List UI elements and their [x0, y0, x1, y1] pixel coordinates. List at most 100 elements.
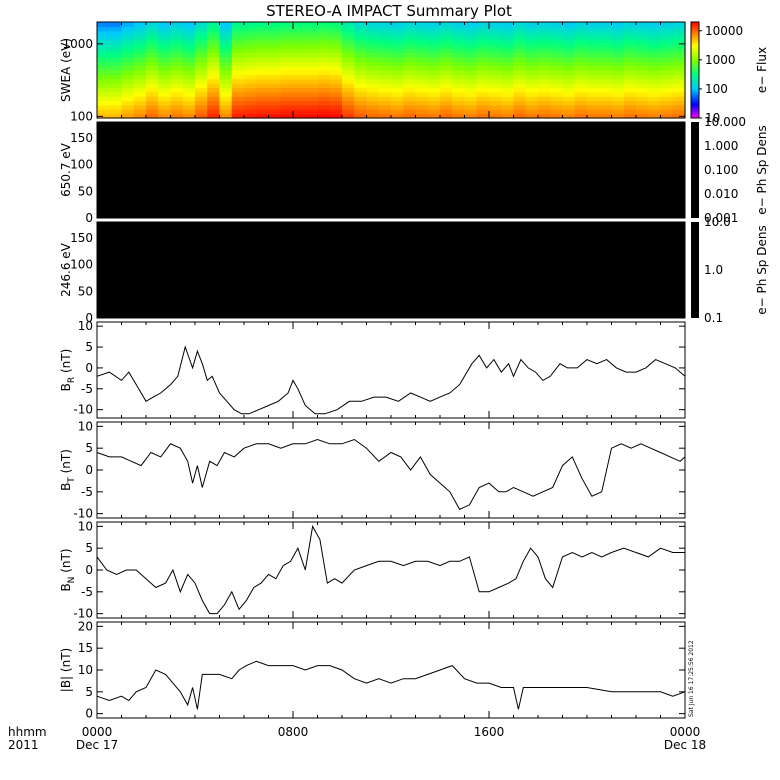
spectrogram-cell [391, 52, 404, 58]
spectrogram-cell [513, 78, 527, 84]
spectrogram-cell [403, 113, 417, 119]
spectrogram-cell [464, 96, 478, 102]
spectrogram-cell [329, 26, 343, 32]
timestamp: Sat Jun 16 17:25:56 2012 [688, 640, 695, 717]
y-tick-label: 150 [70, 131, 93, 145]
spectrogram-cell [440, 56, 453, 62]
spectrogram-cell [305, 43, 319, 49]
spectrogram-cell [293, 56, 306, 62]
spectrogram-cell [538, 96, 551, 102]
spectrogram-cell [562, 74, 576, 80]
spectrogram-cell [158, 48, 172, 54]
spectrogram-cell [354, 43, 368, 49]
spectrogram-cell [611, 30, 625, 36]
spectrogram-cell [268, 30, 282, 36]
spectrogram-cell [611, 100, 625, 106]
spectrogram-cell [133, 30, 147, 36]
spectrogram-cell [268, 52, 282, 58]
spectrogram-cell [146, 113, 159, 119]
spectrogram-cell [599, 65, 613, 71]
spectrogram-cell [182, 35, 196, 41]
spectrogram-cell [599, 100, 613, 106]
spectrogram-cell [293, 39, 306, 45]
spectrogram-cell [660, 26, 674, 32]
spectrogram-cell [464, 26, 478, 32]
spectrogram-cell [109, 87, 123, 93]
spectrogram-cell [599, 30, 613, 36]
spectrogram-cell [158, 22, 172, 27]
y-tick-label: 0 [85, 463, 93, 477]
spectrogram-cell [170, 96, 184, 102]
spectrogram-cell [440, 39, 453, 45]
y-tick-label: 0 [85, 311, 93, 325]
spectrogram-cell [219, 35, 233, 41]
spectrogram-cell [158, 70, 172, 75]
pad246-ylabel: 246.6 eV [59, 242, 73, 297]
y-tick-label: 0 [85, 563, 93, 577]
spectrogram-cell [158, 91, 172, 97]
spectrogram-cell [623, 91, 637, 97]
spectrogram-cell [121, 70, 135, 75]
spectrogram-cell [599, 61, 613, 67]
spectrogram-cell [133, 35, 147, 41]
spectrogram-cell [440, 100, 453, 106]
spectrogram-cell [427, 74, 441, 80]
spectrogram-cell [672, 65, 686, 71]
spectrogram-cell [427, 87, 441, 93]
spectrogram-cell [354, 22, 368, 27]
spectrogram-cell [109, 104, 123, 110]
spectrogram-cell [611, 78, 625, 84]
spectrogram-cell [648, 87, 662, 93]
spectrogram-cell [427, 70, 441, 75]
spectrogram-cell [109, 70, 123, 75]
y-tick-label: -5 [81, 382, 93, 396]
spectrogram-cell [403, 91, 417, 97]
spectrogram-cell [317, 74, 331, 80]
spectrogram-cell [158, 78, 172, 84]
spectrogram-cell [415, 104, 429, 110]
spectrogram-cell [452, 96, 466, 102]
spectrogram-cell [317, 30, 331, 36]
ylabel-unit: (nT) [59, 548, 73, 576]
y-tick-label: 0 [85, 707, 93, 721]
spectrogram-cell [562, 78, 576, 84]
spectrogram-cell [219, 83, 233, 89]
spectrogram-cell [121, 52, 135, 58]
spectrogram-cell [427, 100, 441, 106]
spectrogram-cell [599, 52, 613, 58]
spectrogram-cell [280, 74, 294, 80]
spectrogram-cell [427, 113, 441, 119]
bmag-panel: 0 5 10 15 20 |B| (nT) [59, 619, 686, 721]
spectrogram-cell [562, 26, 576, 32]
spectrogram-cell [660, 56, 674, 62]
spectrogram-cell [182, 91, 196, 97]
spectrogram-cell [391, 65, 404, 71]
spectrogram-cell [268, 100, 282, 106]
spectrogram-cell [256, 26, 270, 32]
spectrogram-cell [513, 113, 527, 119]
spectrogram-cell [329, 96, 343, 102]
spectrogram-cell [317, 113, 331, 119]
spectrogram-cell [329, 104, 343, 110]
spectrogram-cell [513, 70, 527, 75]
spectrogram-cell [562, 56, 576, 62]
spectrogram-cell [354, 35, 368, 41]
spectrogram-cell [219, 78, 233, 84]
spectrogram-cell [329, 74, 343, 80]
spectrogram-cell [452, 39, 466, 45]
spectrogram-cell [244, 100, 257, 106]
spectrogram-cell [501, 61, 515, 67]
spectrogram-cell [452, 113, 466, 119]
spectrogram-cell [501, 26, 515, 32]
spectrogram-cell [195, 104, 208, 110]
spectrogram-cell [464, 70, 478, 75]
spectrogram-cell [182, 39, 196, 45]
spectrogram-cell [158, 35, 172, 41]
spectrogram-cell [391, 26, 404, 32]
spectrogram-cell [342, 39, 355, 45]
spectrogram-cell [366, 78, 380, 84]
spectrogram-cell [672, 35, 686, 41]
spectrogram-cell [121, 39, 135, 45]
